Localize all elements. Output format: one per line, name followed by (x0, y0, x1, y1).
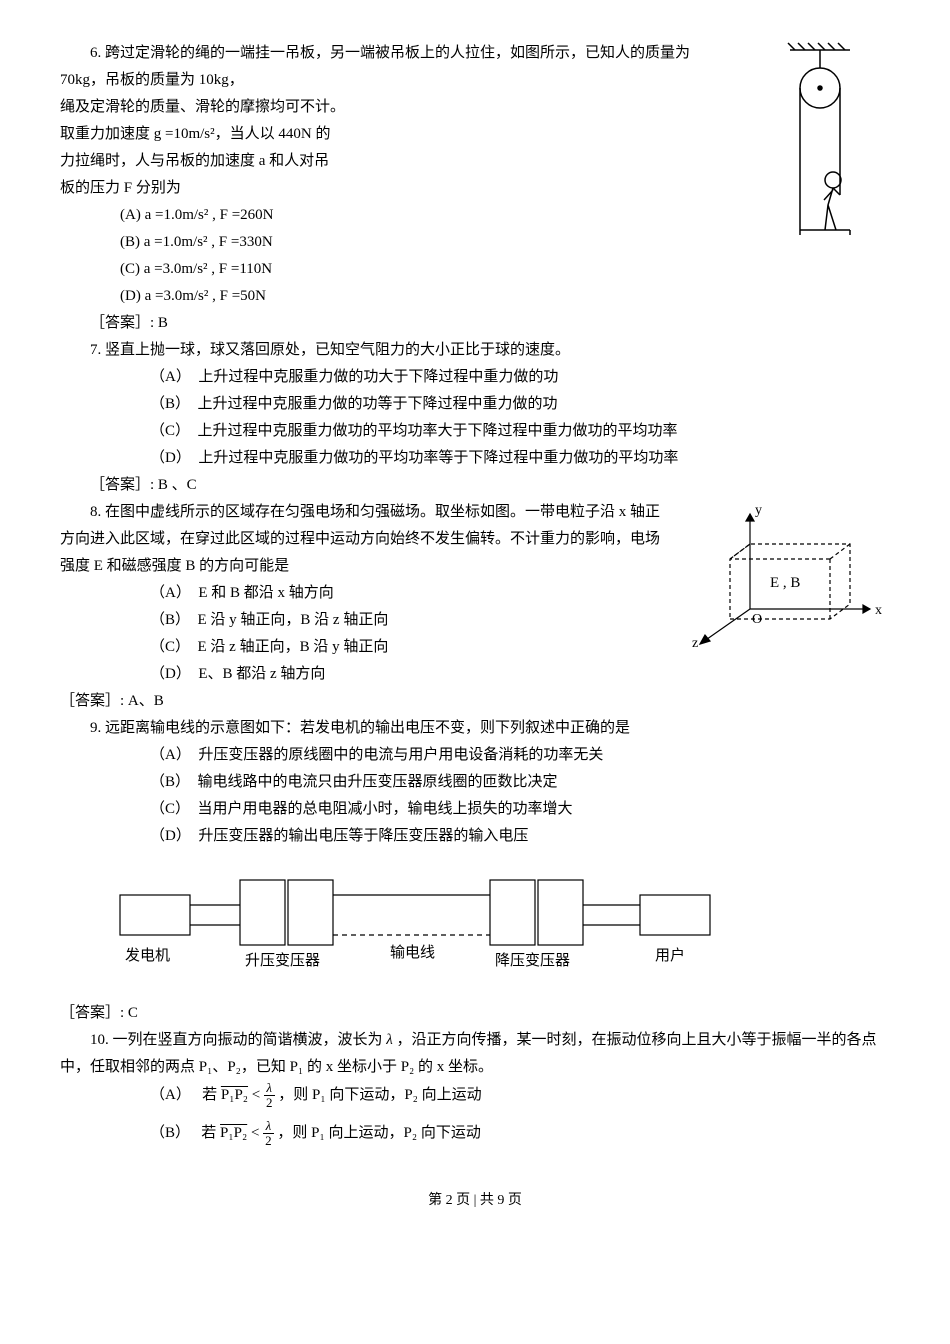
frac-den: 2 (264, 1096, 275, 1110)
q7-opt-a: （A） 上升过程中克服重力做的功大于下降过程中重力做的功 (60, 364, 890, 391)
axis-x-label: x (875, 603, 882, 618)
label-line: 输电线 (390, 944, 435, 961)
q9-block-diagram: 发电机 升压变压器 输电线 降压变压器 用户 (60, 865, 890, 985)
q10-lambda: λ (386, 1032, 393, 1048)
q9-opt-d: （D） 升压变压器的输出电压等于降压变压器的输入电压 (60, 823, 890, 850)
q9-stem: 9. 远距离输电线的示意图如下：若发电机的输出电压不变，则下列叙述中正确的是 (60, 715, 890, 742)
q10-b-pp: P₁P₂ (220, 1125, 247, 1141)
frac-num: λ (264, 1081, 275, 1096)
q8-text: 在图中虚线所示的区域存在匀强电场和匀强磁场。取坐标如图。一带电粒子沿 x 轴正方… (60, 504, 660, 574)
q6-pulley-diagram (740, 40, 890, 260)
q7-stem: 7. 竖直上抛一球，球又落回原处，已知空气阻力的大小正比于球的速度。 (60, 337, 890, 364)
q6-opt-d: (D) a =3.0m/s² , F =50N (60, 283, 890, 310)
q8-answer: ［答案］: A、B (60, 688, 890, 715)
q10-num: 10. (90, 1032, 109, 1048)
q7-num: 7. (90, 342, 101, 358)
q10-b-frac: λ 2 (263, 1119, 274, 1149)
q9-answer: ［答案］: C (60, 1000, 890, 1027)
q10-a-label: （A） (150, 1087, 183, 1103)
q10-b-lt: < (251, 1125, 259, 1141)
axis-o-label: O (752, 612, 762, 627)
q7-opt-d: （D） 上升过程中克服重力做功的平均功率等于下降过程中重力做功的平均功率 (60, 445, 890, 472)
q9-opt-b: （B） 输电线路中的电流只由升压变压器原线圈的匝数比决定 (60, 769, 890, 796)
q10-a-post: ，则 P₁ 向下运动，P₂ 向上运动 (278, 1087, 481, 1103)
q10-b-post: ，则 P₁ 向上运动，P₂ 向下运动 (277, 1125, 480, 1141)
q8-opt-d: （D） E、B 都沿 z 轴方向 (60, 661, 890, 688)
eb-label: E , B (770, 575, 800, 591)
q10-a-lt: < (252, 1087, 260, 1103)
q6-text1: 跨过定滑轮的绳的一端挂一吊板，另一端被吊板上的人拉住，如图所示，已知人的质量为 … (60, 45, 690, 88)
page-footer: 第 2 页 | 共 9 页 (60, 1188, 890, 1213)
frac-num-b: λ (263, 1119, 274, 1134)
q10-opt-a: （A） 若 P₁P₂ < λ 2 ，则 P₁ 向下运动，P₂ 向上运动 (60, 1081, 890, 1111)
q10-text-a: 一列在竖直方向振动的简谐横波，波长为 (113, 1032, 383, 1048)
q10-b-pre: 若 (201, 1125, 220, 1141)
q10-a-frac: λ 2 (264, 1081, 275, 1111)
q10-stem: 10. 一列在竖直方向振动的简谐横波，波长为 λ ，沿正方向传播，某一时刻，在振… (60, 1027, 890, 1081)
q8-num: 8. (90, 504, 101, 520)
q6-opt-c: (C) a =3.0m/s² , F =110N (60, 256, 890, 283)
axis-z-label: z (692, 636, 698, 649)
q9-opt-c: （C） 当用户用电器的总电阻减小时，输电线上损失的功率增大 (60, 796, 890, 823)
q10-a-pp: P₁P₂ (221, 1087, 248, 1103)
q7-answer: ［答案］: B 、C (60, 472, 890, 499)
label-stepdown: 降压变压器 (495, 952, 570, 969)
axis-y-label: y (755, 503, 762, 518)
q10-b-label: （B） (150, 1125, 183, 1141)
q6-num: 6. (90, 45, 101, 61)
q6-answer: ［答案］: B (60, 310, 890, 337)
q9-text: 远距离输电线的示意图如下：若发电机的输出电压不变，则下列叙述中正确的是 (105, 720, 630, 736)
q9-opt-a: （A） 升压变压器的原线圈中的电流与用户用电设备消耗的功率无关 (60, 742, 890, 769)
q10-a-pre: 若 (202, 1087, 221, 1103)
q8-axes-diagram: x y z O E , B (670, 499, 890, 659)
label-user: 用户 (655, 947, 685, 964)
q10-opt-b: （B） 若 P₁P₂ < λ 2 ，则 P₁ 向上运动，P₂ 向下运动 (60, 1119, 890, 1149)
q7-opt-b: （B） 上升过程中克服重力做的功等于下降过程中重力做的功 (60, 391, 890, 418)
frac-den-b: 2 (263, 1134, 274, 1148)
label-stepup: 升压变压器 (245, 952, 320, 969)
q9-num: 9. (90, 720, 101, 736)
q7-text: 竖直上抛一球，球又落回原处，已知空气阻力的大小正比于球的速度。 (105, 342, 570, 358)
q7-opt-c: （C） 上升过程中克服重力做功的平均功率大于下降过程中重力做功的平均功率 (60, 418, 890, 445)
label-generator: 发电机 (125, 947, 170, 964)
